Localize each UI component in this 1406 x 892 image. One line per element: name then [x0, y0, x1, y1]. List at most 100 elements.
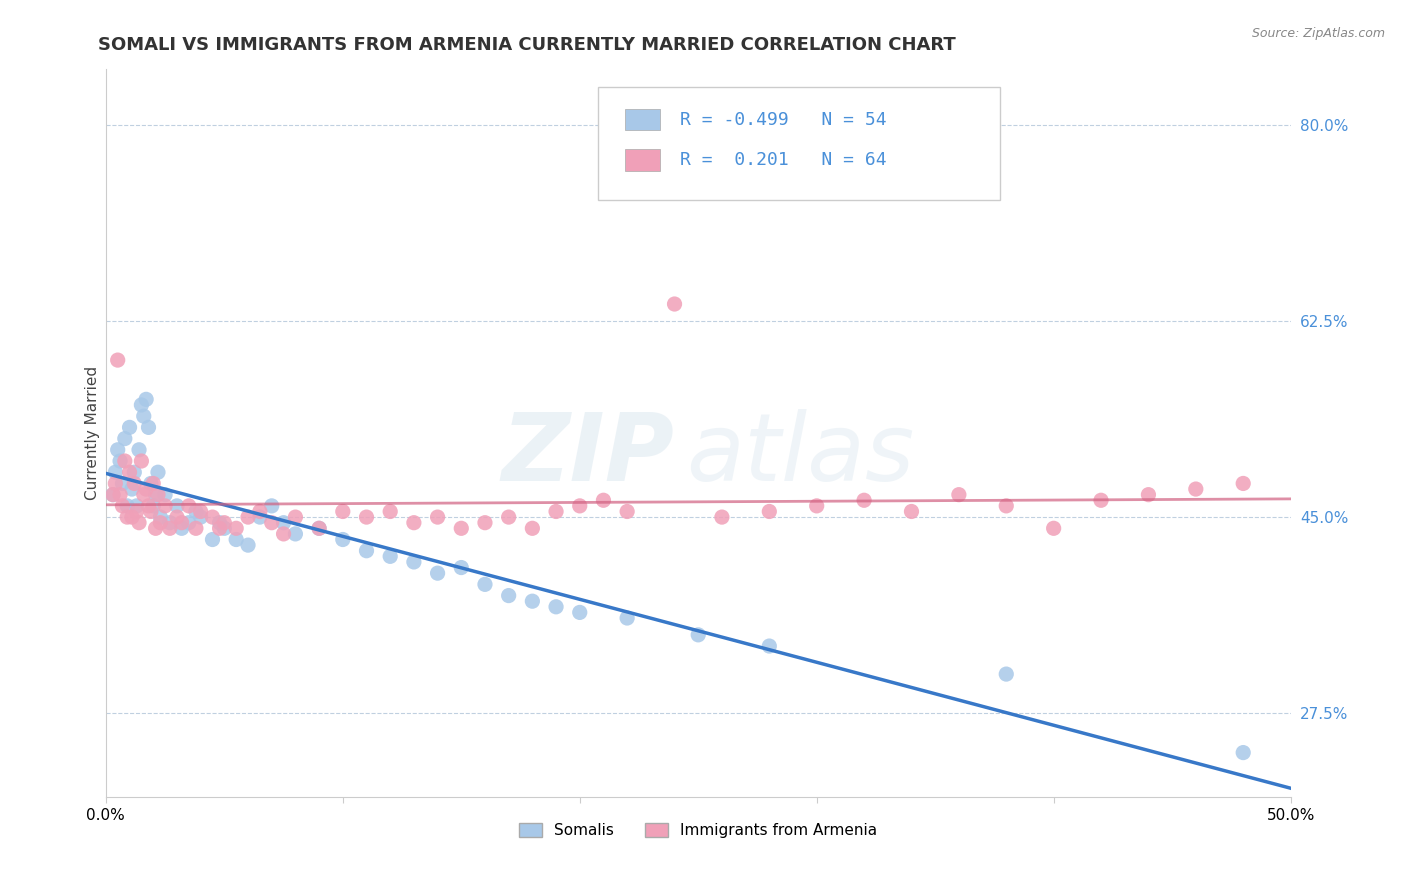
Point [710, 510, 733, 524]
Point [201, 510, 224, 524]
Point [166, 510, 188, 524]
Point [108, 454, 131, 468]
Point [236, 538, 259, 552]
Point [332, 504, 354, 518]
Point [149, 516, 172, 530]
Text: R =  0.201   N = 64: R = 0.201 N = 64 [681, 151, 887, 169]
Point [236, 510, 259, 524]
Point [1232, 476, 1254, 491]
Point [450, 521, 472, 535]
Point [111, 499, 134, 513]
Point [170, 516, 193, 530]
Point [128, 442, 150, 457]
Point [159, 516, 181, 530]
Point [995, 667, 1018, 681]
Point [1090, 493, 1112, 508]
Point [498, 589, 520, 603]
Point [145, 488, 167, 502]
Point [498, 510, 520, 524]
Point [806, 499, 828, 513]
Point [107, 442, 129, 457]
Point [308, 521, 330, 535]
Point [159, 521, 181, 535]
Point [332, 533, 354, 547]
Point [166, 499, 188, 513]
Point [184, 504, 207, 518]
Point [273, 527, 295, 541]
Text: R = -0.499   N = 54: R = -0.499 N = 54 [681, 111, 887, 128]
Point [190, 510, 212, 524]
Point [544, 599, 567, 614]
Point [190, 504, 212, 518]
Point [426, 510, 449, 524]
Point [128, 516, 150, 530]
Point [124, 476, 146, 491]
Point [142, 499, 165, 513]
Point [121, 510, 143, 524]
Point [114, 432, 136, 446]
Point [356, 543, 378, 558]
Point [153, 499, 176, 513]
Point [125, 499, 148, 513]
Point [356, 510, 378, 524]
Point [474, 516, 496, 530]
Point [522, 521, 544, 535]
Point [474, 577, 496, 591]
Point [111, 476, 134, 491]
Point [132, 409, 155, 424]
Point [260, 499, 283, 513]
Point [114, 454, 136, 468]
Point [402, 555, 425, 569]
Point [177, 499, 200, 513]
Point [101, 488, 124, 502]
Point [201, 533, 224, 547]
Point [1137, 488, 1160, 502]
Point [426, 566, 449, 581]
FancyBboxPatch shape [598, 87, 1000, 200]
Point [948, 488, 970, 502]
Point [135, 392, 157, 407]
Point [402, 516, 425, 530]
Point [688, 628, 710, 642]
Point [145, 521, 167, 535]
Point [208, 516, 231, 530]
Point [225, 533, 247, 547]
Point [131, 454, 153, 468]
Point [118, 420, 141, 434]
Point [568, 499, 591, 513]
Point [450, 560, 472, 574]
Point [146, 465, 169, 479]
Point [1042, 521, 1064, 535]
Point [616, 611, 638, 625]
Point [1185, 482, 1208, 496]
Text: Source: ZipAtlas.com: Source: ZipAtlas.com [1251, 27, 1385, 40]
Text: atlas: atlas [686, 409, 915, 500]
Point [104, 476, 127, 491]
Point [214, 521, 236, 535]
Point [118, 465, 141, 479]
Point [1232, 746, 1254, 760]
Point [138, 499, 160, 513]
Point [592, 493, 614, 508]
Point [568, 606, 591, 620]
Point [107, 353, 129, 368]
Point [273, 516, 295, 530]
Point [853, 493, 876, 508]
Point [153, 488, 176, 502]
Point [146, 488, 169, 502]
Point [616, 504, 638, 518]
Point [104, 465, 127, 479]
Point [101, 488, 124, 502]
Point [664, 297, 686, 311]
Y-axis label: Currently Married: Currently Married [86, 366, 100, 500]
Point [544, 504, 567, 518]
Point [380, 504, 402, 518]
Point [177, 516, 200, 530]
Point [225, 521, 247, 535]
Point [135, 482, 157, 496]
Point [522, 594, 544, 608]
Point [284, 510, 307, 524]
Point [284, 527, 307, 541]
Point [131, 398, 153, 412]
Point [108, 488, 131, 502]
